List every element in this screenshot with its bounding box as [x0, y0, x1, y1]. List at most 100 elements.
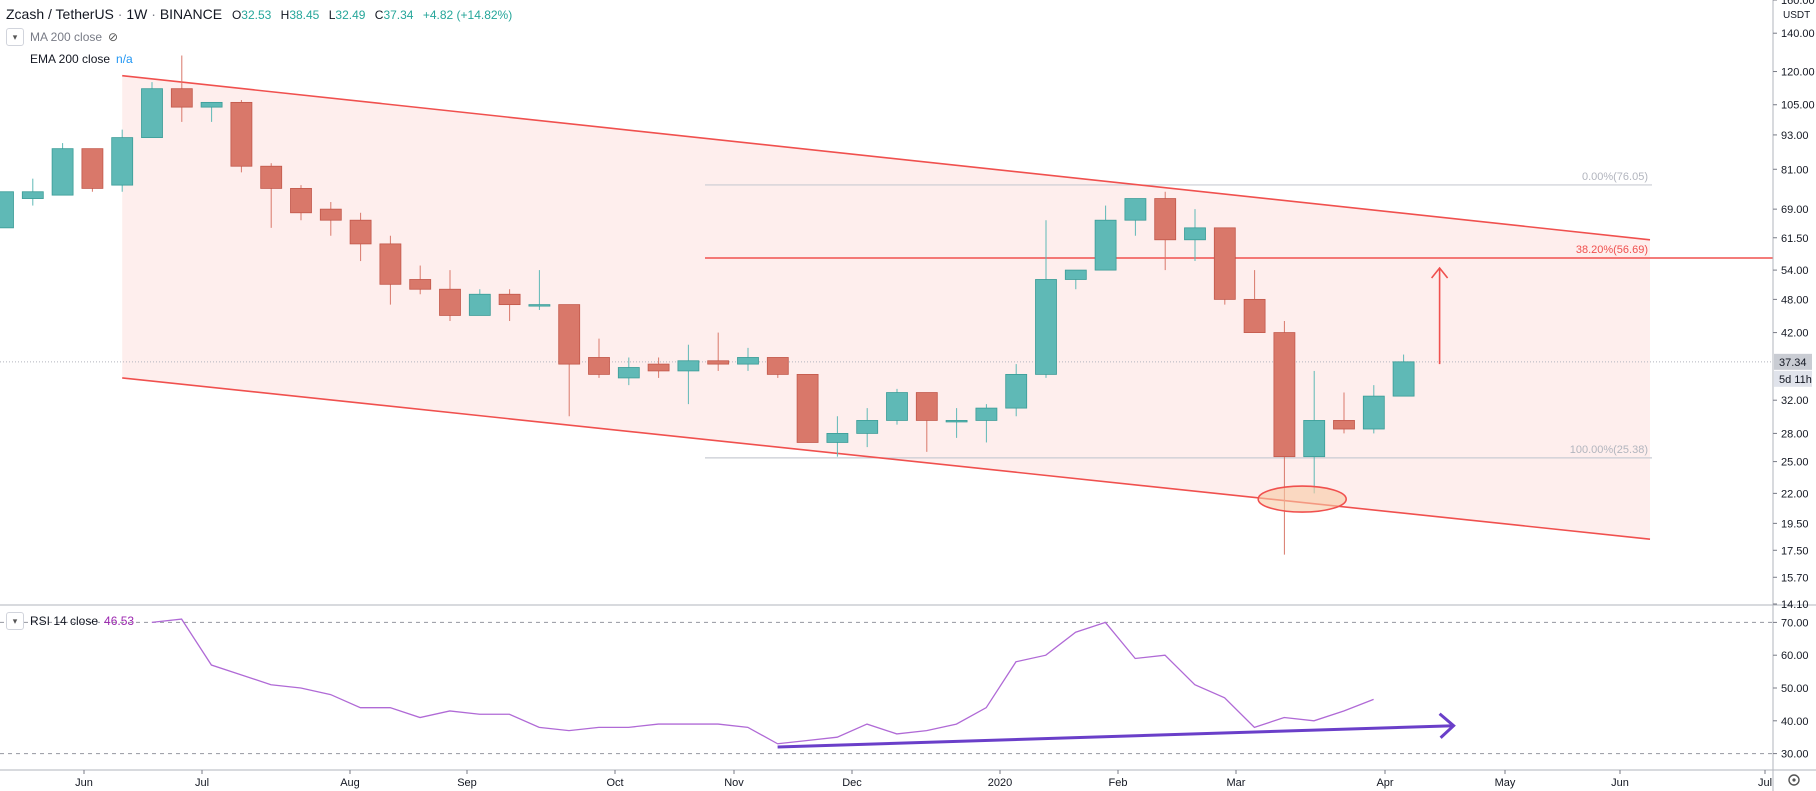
channel-lower-line[interactable] [122, 377, 1651, 540]
exchange-label: BINANCE [159, 6, 223, 22]
candle [1243, 270, 1266, 333]
candle [766, 357, 789, 378]
candle-body [1303, 420, 1326, 458]
candle [915, 392, 938, 452]
candle-body [21, 191, 44, 199]
candle [1392, 354, 1415, 397]
chart-header: Zcash / TetherUS · 1W · BINANCE O32.53 H… [6, 6, 518, 22]
candle-body [588, 357, 610, 375]
price-tick-label: 69.00 [1781, 204, 1809, 216]
price-tick-label: 15.70 [1781, 572, 1809, 584]
candle [200, 101, 223, 122]
candle-body [975, 407, 998, 421]
time-tick-label: Jul [1758, 777, 1772, 789]
price-tick-label: 42.00 [1781, 328, 1809, 340]
settings-gear-icon[interactable] [1788, 774, 1800, 786]
candle [111, 129, 134, 192]
price-tick-label: 48.00 [1781, 294, 1809, 306]
fib-level-label: 100.00%(25.38) [1570, 444, 1648, 456]
candle-body [1005, 373, 1028, 409]
candle-body [409, 279, 432, 290]
rsi-divergence-arrowhead [1438, 712, 1456, 739]
price-unit-label: USDT [1783, 10, 1810, 21]
time-tick-label: Aug [340, 777, 360, 789]
time-tick-label: Sep [457, 777, 477, 789]
price-tick-label: 28.00 [1781, 428, 1809, 440]
candle-body [1362, 395, 1385, 430]
collapse-indicators-button[interactable]: ▾ [6, 28, 24, 46]
candle [737, 347, 759, 371]
candle-body [1124, 198, 1147, 221]
rsi-tick-label: 70.00 [1781, 617, 1809, 629]
candle-body [81, 148, 104, 189]
ma-label[interactable]: MA 200 close [30, 30, 103, 44]
settings-gear-hub [1792, 778, 1796, 782]
price-tick-label: 160.00 [1781, 0, 1815, 7]
ema-value: n/a [116, 52, 133, 66]
target-arrow-head [1430, 266, 1449, 279]
countdown-label: 5d 11h [1779, 374, 1812, 386]
candle [796, 373, 819, 443]
candle-body [1243, 298, 1266, 333]
rsi-divergence-line[interactable] [777, 724, 1454, 749]
candle-body [826, 433, 849, 443]
countdown-tag [1774, 370, 1812, 387]
candle [141, 82, 163, 139]
candle-body [1213, 227, 1236, 300]
last-price-tag [1774, 353, 1812, 370]
rsi-tick-label: 50.00 [1781, 683, 1809, 695]
candle [290, 185, 312, 221]
candle [439, 270, 461, 322]
candle [856, 408, 879, 448]
rsi-tick-label: 60.00 [1781, 650, 1809, 662]
candle [1333, 392, 1355, 434]
candle [379, 235, 402, 305]
candle [1035, 220, 1057, 378]
time-tick-label: Feb [1109, 777, 1128, 789]
symbol-name[interactable]: Zcash / TetherUS [6, 6, 114, 22]
candle [1005, 364, 1028, 417]
rsi-label[interactable]: RSI 14 close [30, 614, 99, 628]
collapse-rsi-button[interactable]: ▾ [6, 612, 24, 630]
candle-body [945, 420, 968, 423]
eye-hidden-icon[interactable]: ⊘ [108, 30, 119, 44]
candle [617, 357, 640, 386]
channel-upper-line[interactable] [122, 74, 1651, 241]
candle-body [1392, 361, 1415, 397]
ohlc-readout: O32.53 H38.45 L32.49 C37.34 +4.82 (+14.8… [231, 8, 513, 22]
candle [707, 332, 730, 371]
last-price-label: 37.34 [1779, 357, 1807, 369]
candle-body [1333, 420, 1355, 430]
candle [260, 163, 283, 228]
candle-body [468, 293, 491, 316]
candle-body [766, 357, 789, 375]
candle [945, 408, 968, 438]
candle-body [915, 392, 938, 421]
time-tick-label: Jun [75, 777, 93, 789]
interval-label[interactable]: 1W [126, 6, 148, 22]
support-touch-ellipse[interactable] [1257, 485, 1347, 513]
open-value: 32.53 [241, 8, 272, 22]
ma-indicator-row: ▾ MA 200 close ⊘ [6, 28, 118, 46]
price-tick-label: 25.00 [1781, 457, 1809, 469]
candle-body [1035, 279, 1057, 375]
price-tick-label: 140.00 [1781, 28, 1815, 40]
candle-body [558, 304, 581, 365]
rsi-indicator-row: ▾ RSI 14 close 46.53 [6, 612, 134, 630]
fib-level-label: 0.00%(76.05) [1582, 171, 1648, 183]
rsi-value: 46.53 [104, 614, 135, 628]
candle-body [349, 219, 372, 245]
candle-body [1064, 269, 1087, 280]
candle-body [379, 243, 402, 285]
candle [1154, 191, 1177, 271]
ema-label[interactable]: EMA 200 close [30, 52, 111, 66]
candle-body [0, 191, 14, 229]
candle-body [886, 392, 908, 421]
candle-body [647, 363, 670, 372]
candle [1273, 321, 1296, 555]
candle [1362, 385, 1385, 434]
candle-body [498, 293, 521, 306]
candle [558, 304, 581, 417]
price-tick-label: 22.00 [1781, 488, 1809, 500]
